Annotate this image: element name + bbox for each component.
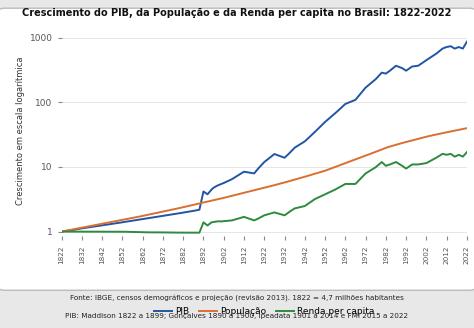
PIB xyxy=(59,230,64,234)
Renda per capita xyxy=(95,230,101,234)
Text: Fonte: IBGE, censos demográficos e projeção (revisão 2013). 1822 = 4,7 milhões h: Fonte: IBGE, censos demográficos e proje… xyxy=(70,295,404,302)
PIB xyxy=(278,154,283,158)
Text: PIB: Maddison 1822 a 1899; Gonçalves 1890 a 1900, Ipeadata 1901 a 2014 e FMI 201: PIB: Maddison 1822 a 1899; Gonçalves 189… xyxy=(65,313,409,319)
População xyxy=(207,199,212,203)
Legend: PIB, População, Renda per capita: PIB, População, Renda per capita xyxy=(150,304,378,320)
PIB xyxy=(61,229,66,233)
PIB xyxy=(95,224,101,228)
População xyxy=(278,182,283,186)
Line: População: População xyxy=(62,128,467,232)
Line: Renda per capita: Renda per capita xyxy=(62,152,467,233)
População xyxy=(61,229,66,233)
PIB xyxy=(429,54,435,58)
Renda per capita xyxy=(186,231,192,235)
Renda per capita xyxy=(464,150,470,154)
Renda per capita xyxy=(231,218,237,222)
População xyxy=(59,230,64,234)
Renda per capita xyxy=(432,157,438,161)
PIB xyxy=(207,190,212,194)
Renda per capita xyxy=(59,230,64,234)
População xyxy=(95,223,101,227)
Renda per capita xyxy=(280,213,285,217)
Text: Crescimento do PIB, da População e da Renda per capita no Brasil: 1822-2022: Crescimento do PIB, da População e da Re… xyxy=(22,8,452,18)
População xyxy=(229,194,235,198)
Renda per capita xyxy=(61,230,66,234)
População xyxy=(429,133,435,137)
Renda per capita xyxy=(209,220,214,224)
Line: PIB: PIB xyxy=(62,42,467,232)
População xyxy=(464,126,470,130)
PIB xyxy=(464,40,470,44)
Y-axis label: Crescimento em escala logarítmica: Crescimento em escala logarítmica xyxy=(17,57,26,205)
PIB xyxy=(229,177,235,181)
